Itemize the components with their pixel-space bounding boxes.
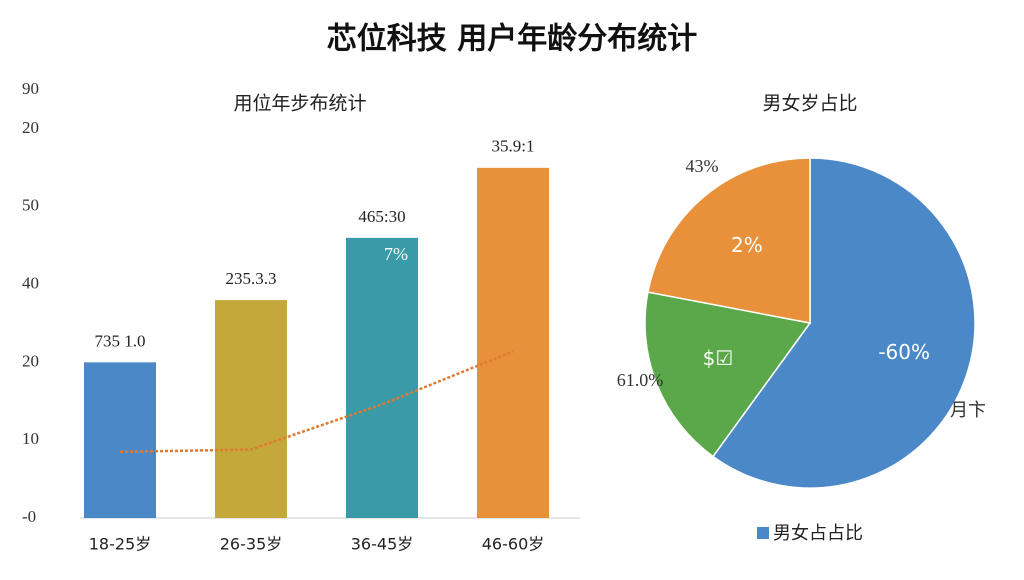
slice-inner-label: $☑ [703, 346, 734, 370]
y-tick-label: 40 [22, 273, 39, 292]
y-tick-label: 10 [22, 429, 39, 448]
x-tick-label: 36-45岁 [351, 535, 414, 554]
bar [346, 237, 418, 518]
inner-label: 7% [384, 244, 408, 264]
slice-outer-label: 43% [686, 156, 719, 176]
legend-label: 男女占占比 [773, 523, 863, 544]
pie-slice [647, 157, 811, 324]
value-label: 235.3.3 [226, 269, 277, 288]
x-tick-label: 46-60岁 [482, 535, 545, 554]
legend-marker [757, 527, 769, 539]
slice-outer-label: 月卞 [950, 400, 986, 420]
value-label: 465:30 [358, 207, 405, 226]
x-tick-label: 18-25岁 [89, 535, 152, 554]
slice-inner-label: -60% [878, 340, 930, 364]
value-label: 735 1.0 [95, 331, 146, 350]
y-tick-label: 20 [22, 351, 39, 370]
page-title: 芯位科技 用户年龄分布统计 [327, 22, 697, 57]
bar [84, 362, 156, 518]
pie-slice [711, 157, 976, 489]
pie-slice [644, 291, 812, 458]
slice-outer-label: 61.0% [617, 370, 664, 390]
value-label: 35.9:1 [492, 137, 535, 156]
y-tick-label: 90 [22, 79, 39, 98]
bar [477, 167, 549, 518]
y-tick-label: -0 [22, 507, 36, 526]
bar [215, 300, 287, 518]
y-tick-label: 50 [22, 196, 39, 215]
y-tick-label: 20 [22, 118, 39, 137]
slice-inner-label: 2% [731, 233, 763, 257]
bar-title: 用位年步布统计 [233, 93, 366, 115]
pie-title: 男女岁占比 [762, 93, 857, 115]
trend-line [119, 350, 514, 454]
x-tick-label: 26-35岁 [220, 535, 283, 554]
